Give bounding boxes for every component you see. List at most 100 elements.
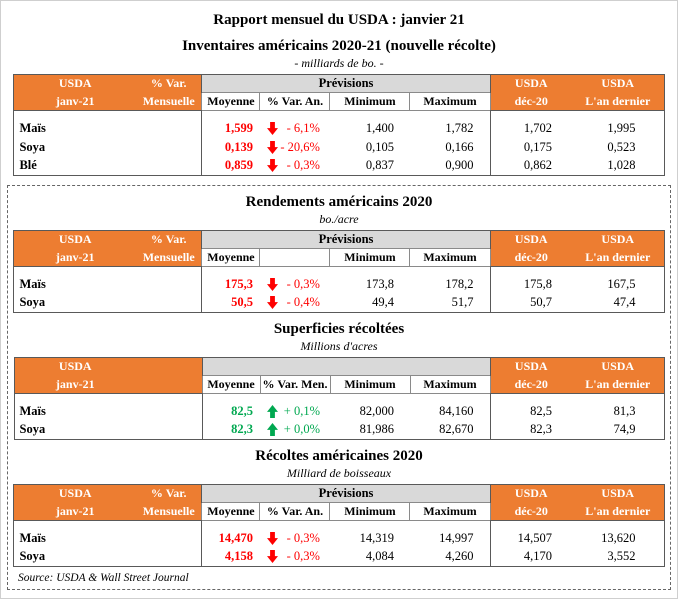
spacer-cell — [572, 267, 664, 275]
harvested-area-table: USDA janv-21 USDA déc-20 — [13, 357, 665, 440]
value-usda-dec: 0,862 — [489, 156, 573, 176]
spacer-cell — [14, 521, 136, 529]
header-minimum: Minimum — [329, 92, 411, 111]
header-row-top: USDA janv-21 % Var. Mensuelle Prévisions… — [13, 74, 665, 111]
spacer-cell — [136, 111, 202, 119]
header-line: % Var. — [150, 486, 187, 501]
variation-wrap: - 20,6% — [260, 140, 330, 155]
spacer-cell — [330, 111, 410, 119]
table-row: Blé 0,859 - 0,3% 0,837 0,900 0,862 1,028 — [14, 156, 664, 176]
header-var-mensuelle: % Var. Mensuelle — [135, 230, 202, 267]
header-maximum: Maximum — [409, 92, 491, 111]
var-mensuelle-cell — [136, 548, 202, 567]
variation-text: + 0,1% — [283, 403, 320, 418]
header-usda-last-year: USDA L'an dernier — [572, 230, 665, 267]
spacer-row — [14, 110, 664, 119]
spacer-cell — [260, 111, 330, 119]
arrow-up-icon — [267, 404, 278, 418]
variation-cell: - 0,3% — [260, 157, 330, 176]
variation-cell: - 6,1% — [260, 119, 330, 138]
variation-wrap: - 0,3% — [260, 277, 330, 292]
table-title: Récoltes américaines 2020 — [255, 448, 423, 464]
production-table: USDA janv-21 % Var. Mensuelle Prévisions… — [13, 484, 665, 567]
spacer-cell — [489, 520, 573, 529]
header-usda-dec: USDA déc-20 — [490, 74, 573, 111]
table-row: Maïs 1,599 - 6,1% 1,400 1,782 1,702 1,995 — [14, 118, 664, 138]
header-line: USDA — [514, 232, 548, 247]
value-maximum: 0,166 — [445, 139, 474, 154]
header-line: Mensuelle — [142, 93, 195, 108]
header-line: USDA — [58, 359, 92, 374]
header-variation: % Var. Men. — [259, 375, 331, 394]
value-usda-dec: 82,5 — [489, 401, 572, 421]
header-line: USDA — [58, 232, 92, 247]
value-maximum: 178,2 — [445, 276, 474, 291]
header-moyenne: Moyenne — [201, 502, 261, 521]
var-mensuelle-cell — [136, 119, 202, 138]
table-subtitle: - milliards de bo. - — [294, 56, 384, 70]
var-mensuelle-cell — [136, 138, 202, 157]
spacer-cell — [14, 267, 136, 275]
harvested-area-section: Superficies récoltées Millions d'acres U… — [8, 320, 670, 440]
header-line: janv-21 — [55, 503, 95, 518]
table-row: Maïs 175,3 - 0,3% 173,8 178,2 175,8 167,5 — [14, 274, 664, 294]
header-usda-last-year: USDA L'an dernier — [572, 74, 665, 111]
spacer-cell — [201, 110, 260, 119]
production-section: Récoltes américaines 2020 Milliard de bo… — [8, 447, 670, 567]
spacer-cell — [260, 394, 330, 402]
variation-cell: - 20,6% — [260, 138, 330, 157]
header-maximum: Maximum — [409, 248, 491, 267]
variation-cell: + 0,0% — [260, 421, 330, 440]
header-row-top: USDA janv-21 % Var. Mensuelle Prévisions… — [13, 230, 665, 267]
value-maximum: 84,160 — [439, 403, 474, 418]
variation-cell: + 0,1% — [260, 402, 330, 421]
var-mensuelle-cell — [136, 529, 202, 548]
header-line: USDA — [514, 359, 548, 374]
table-row: Maïs 14,470 - 0,3% 14,319 14,997 14,507 13,620 — [14, 528, 664, 548]
spacer-cell — [572, 111, 664, 119]
spacer-cell — [572, 521, 664, 529]
variation-text: - 6,1% — [286, 120, 320, 135]
value-moyenne: 82,5 — [201, 401, 260, 421]
header-minimum: Minimum — [329, 375, 411, 394]
commodity-label: Maïs — [19, 403, 46, 418]
value-moyenne: 50,5 — [201, 293, 260, 313]
var-mensuelle-cell — [136, 421, 202, 440]
header-row-sub: Moyenne Minimum Maximum — [14, 248, 664, 267]
spacer-cell — [136, 394, 202, 402]
header-variation: % Var. An. — [259, 502, 331, 521]
header-moyenne: Moyenne — [201, 92, 261, 111]
header-line: déc-20 — [514, 503, 548, 518]
variation-wrap: - 0,3% — [260, 158, 330, 173]
header-usda-last-year: USDA L'an dernier — [572, 357, 664, 394]
value-last-year: 47,4 — [613, 295, 636, 310]
spacer-row — [14, 520, 664, 529]
value-minimum: 4,084 — [365, 549, 394, 564]
variation-text: - 0,3% — [286, 549, 320, 564]
value-last-year: 1,995 — [607, 120, 636, 135]
spacer-cell — [260, 521, 330, 529]
spacer-cell — [14, 394, 136, 402]
header-var-mensuelle — [136, 357, 202, 394]
header-usda-dec: USDA déc-20 — [490, 230, 573, 267]
value-moyenne: 4,158 — [201, 547, 260, 567]
arrow-down-icon — [266, 550, 278, 564]
spacer-cell — [489, 266, 573, 275]
variation-text: - 0,4% — [286, 295, 320, 310]
arrow-up-icon — [267, 423, 278, 437]
header-previsions: Prévisions — [201, 230, 491, 249]
spacer-cell — [410, 267, 490, 275]
header-line: L'an dernier — [585, 503, 651, 518]
commodity-label: Maïs — [19, 530, 46, 545]
table-title: Rendements américains 2020 — [245, 194, 433, 210]
variation-cell: - 0,3% — [260, 275, 330, 294]
inventories-table: USDA janv-21 % Var. Mensuelle Prévisions… — [13, 74, 665, 176]
arrow-down-icon — [266, 277, 278, 291]
spacer-cell — [572, 394, 664, 402]
spacer-cell — [136, 267, 202, 275]
spacer-cell — [201, 266, 260, 275]
value-maximum: 82,670 — [439, 422, 474, 437]
header-row-sub: Moyenne % Var. An. Minimum Maximum — [14, 502, 664, 521]
variation-text: - 20,6% — [280, 139, 320, 154]
